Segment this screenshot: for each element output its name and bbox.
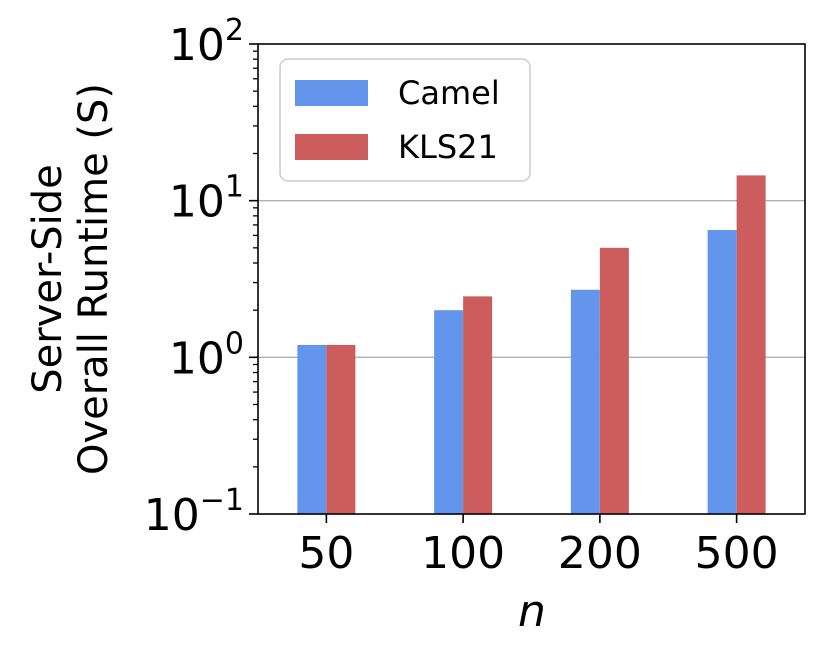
legend-label-kls21: KLS21 xyxy=(398,128,498,166)
bar-kls21-500 xyxy=(736,175,766,514)
legend: Camel KLS21 xyxy=(279,58,531,182)
x-tick-label-200: 200 xyxy=(558,528,642,579)
minor-ticks xyxy=(253,50,258,468)
x-axis-label: n xyxy=(518,586,546,637)
x-tick-label-500: 500 xyxy=(695,528,779,579)
legend-label-camel: Camel xyxy=(398,74,500,112)
y-axis-label-line-2: Overall Runtime (S) xyxy=(71,83,117,475)
bar-camel-200 xyxy=(570,289,600,514)
y-axis-label-line-1: Server-Side xyxy=(25,164,71,394)
x-tick-label-50: 50 xyxy=(298,528,354,579)
x-axis: 50 100 200 500 xyxy=(298,514,779,579)
y-tick-label: 100 xyxy=(169,326,244,384)
x-tick-label-100: 100 xyxy=(421,528,505,579)
bar-camel-50 xyxy=(297,344,327,514)
y-tick-label: 102 xyxy=(169,13,244,71)
legend-swatch-camel xyxy=(295,80,368,106)
bar-kls21-50 xyxy=(326,344,356,514)
bars xyxy=(297,175,766,514)
y-tick-label: 101 xyxy=(169,170,244,228)
y-axis: 10−1 100 101 102 xyxy=(144,13,258,541)
plot-frame xyxy=(257,43,806,515)
legend-swatch-kls21 xyxy=(295,134,368,160)
bar-kls21-200 xyxy=(599,247,629,514)
bar-kls21-100 xyxy=(463,296,493,514)
bar-camel-100 xyxy=(434,310,464,514)
y-tick-label: 10−1 xyxy=(144,483,244,541)
bar-camel-500 xyxy=(707,229,737,514)
